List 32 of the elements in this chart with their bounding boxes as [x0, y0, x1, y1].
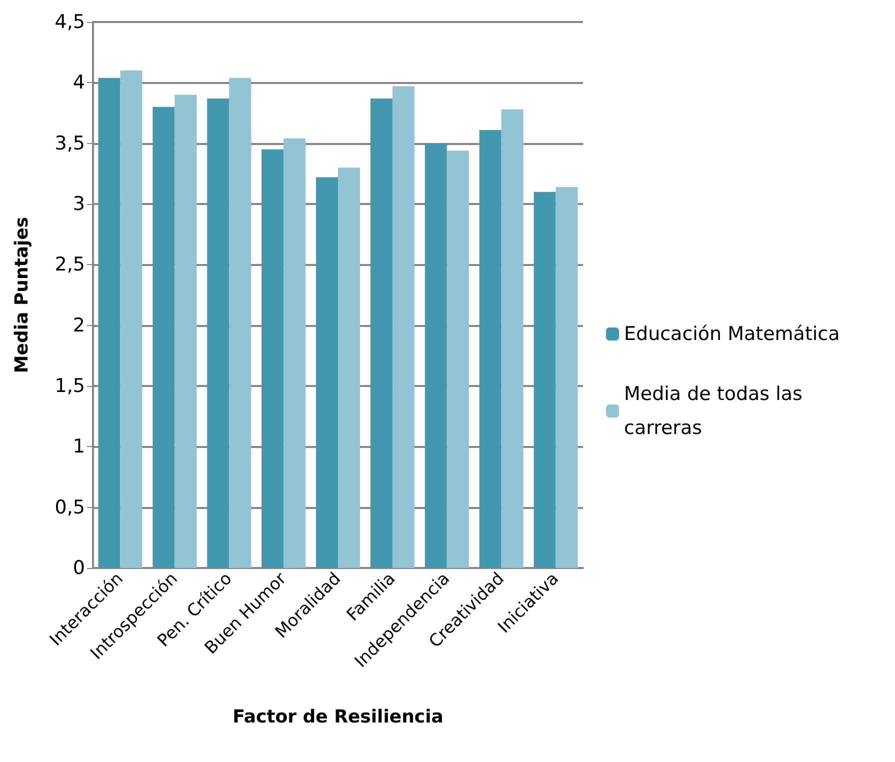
bar [392, 86, 414, 568]
bar [370, 98, 392, 568]
bar [556, 187, 578, 568]
bar [174, 94, 197, 568]
bar [229, 78, 252, 568]
x-axis-title: Factor de Resiliencia [232, 706, 444, 728]
y-tick-label: 2,5 [54, 254, 85, 276]
bar [479, 130, 502, 568]
y-tick-label: 3,5 [54, 132, 85, 154]
y-tick-label: 4,5 [54, 11, 85, 33]
y-tick-label: 2 [72, 314, 85, 336]
legend-label: Educación Matemática [624, 323, 840, 345]
bar [207, 98, 230, 568]
y-tick-label: 3 [72, 193, 85, 215]
bar [424, 143, 447, 568]
y-tick-label: 4 [72, 72, 85, 94]
bar [501, 109, 524, 568]
y-tick-label: 1,5 [54, 375, 85, 397]
y-tick-label: 0,5 [54, 496, 85, 518]
bar [98, 78, 120, 568]
bar [120, 70, 142, 568]
bar [316, 177, 338, 568]
y-tick-label: 1 [72, 436, 85, 458]
bar [446, 150, 469, 568]
bar [338, 168, 360, 568]
bar [262, 149, 284, 568]
bar [284, 138, 306, 568]
legend-label: Media de todas las carreras [624, 383, 808, 439]
y-tick-label: 0 [72, 557, 85, 579]
y-axis-title: Media Puntajes [12, 216, 32, 374]
bar [152, 106, 175, 568]
bar [534, 192, 556, 568]
